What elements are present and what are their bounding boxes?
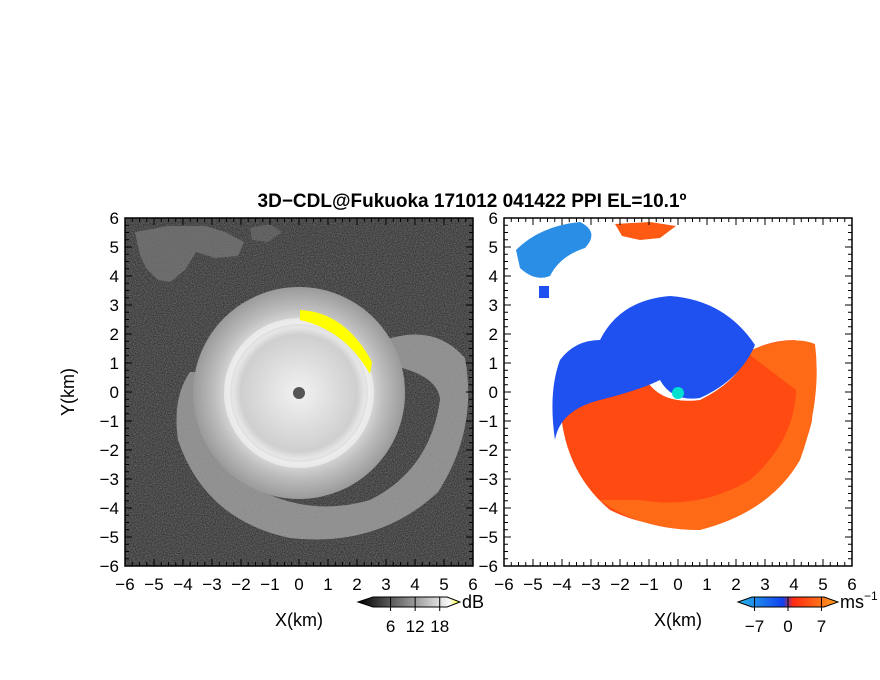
velocity-colorbar-unit: ms−1 [840, 589, 878, 612]
velocity-ytick-label: 5 [489, 238, 498, 257]
velocity-xtick-label: −6 [494, 575, 513, 594]
snr-ytick-label: 1 [110, 354, 119, 373]
velocity-ytick-label: −2 [479, 441, 498, 460]
velocity-xtick-label: 2 [731, 575, 740, 594]
snr-xtick-label: −2 [231, 575, 250, 594]
velocity-toward-speck [539, 286, 549, 298]
snr-xtick-label: −3 [202, 575, 221, 594]
velocity-ytick-label: −6 [479, 557, 498, 576]
snr-xtick-label: 4 [410, 575, 419, 594]
velocity-ytick-label: −4 [479, 499, 498, 518]
velocity-panel: −6 −5 −4 −3 −2 −1 0 1 2 3 4 5 6 6 5 4 3 2 1 0 −1 −2 −3 −4 −5 −6 X… [479, 209, 878, 636]
velocity-ticks: −6 −5 −4 −3 −2 −1 0 1 2 3 4 5 6 6 5 4 3 2 1 0 −1 −2 −3 −4 −5 −6 [479, 209, 857, 594]
snr-cloud-patch-small [250, 224, 282, 242]
snr-ytick-label: −4 [100, 499, 119, 518]
snr-ytick-label: 0 [110, 383, 119, 402]
velocity-ytick-label: −5 [479, 528, 498, 547]
snr-ytick-label: −2 [100, 441, 119, 460]
snr-xtick-label: 0 [294, 575, 303, 594]
velocity-toward-region [552, 296, 755, 440]
velocity-colorbar-tick-label: 7 [817, 617, 826, 636]
velocity-xtick-label: −4 [552, 575, 571, 594]
snr-ytick-label: −3 [100, 470, 119, 489]
snr-xtick-label: 1 [323, 575, 332, 594]
velocity-toward-far [516, 222, 592, 278]
velocity-xtick-label: 0 [673, 575, 682, 594]
snr-xtick-label: 3 [381, 575, 390, 594]
velocity-ytick-label: 4 [489, 267, 498, 286]
snr-ytick-label: −6 [100, 557, 119, 576]
snr-xtick-label: −5 [144, 575, 163, 594]
snr-center-dot [293, 387, 305, 399]
velocity-colorbar-tick-label: 0 [783, 617, 792, 636]
velocity-away-far [615, 222, 676, 240]
figure-title: 3D−CDL@Fukuoka 171012 041422 PPI EL=10.1… [258, 191, 687, 212]
velocity-ytick-label: −1 [479, 412, 498, 431]
velocity-ytick-label: 2 [489, 325, 498, 344]
snr-colorbar-tick-label: 12 [406, 617, 425, 636]
velocity-ytick-label: 6 [489, 209, 498, 228]
snr-xtick-label: 2 [352, 575, 361, 594]
snr-ytick-label: 3 [110, 296, 119, 315]
snr-echo-ring [224, 318, 374, 468]
snr-xtick-label: −6 [115, 575, 134, 594]
snr-ytick-label: 2 [110, 325, 119, 344]
snr-ytick-label: 6 [110, 209, 119, 228]
velocity-xtick-label: −3 [581, 575, 600, 594]
velocity-ytick-label: 0 [489, 383, 498, 402]
snr-colorbar-bar [356, 596, 462, 608]
velocity-colorbar-tick-label: −7 [745, 617, 764, 636]
snr-xlabel: X(km) [275, 610, 323, 630]
velocity-xtick-label: 1 [702, 575, 711, 594]
velocity-ytick-label: 3 [489, 296, 498, 315]
velocity-xtick-label: 6 [847, 575, 856, 594]
snr-xtick-label: −4 [173, 575, 192, 594]
snr-ylabel: Y(km) [58, 368, 78, 416]
velocity-xtick-label: 4 [789, 575, 798, 594]
velocity-xtick-label: 3 [760, 575, 769, 594]
snr-colorbar-tick-label: 18 [430, 617, 449, 636]
velocity-ytick-label: 1 [489, 354, 498, 373]
snr-colorbar: 6 12 18 dB [356, 592, 484, 636]
snr-colorbar-tick-label: 6 [386, 617, 395, 636]
velocity-colorbar: −7 0 7 ms−1 [736, 589, 878, 636]
velocity-away-outer [600, 340, 817, 530]
snr-ytick-label: 4 [110, 267, 119, 286]
velocity-center-dot [672, 387, 684, 399]
velocity-xtick-label: 5 [818, 575, 827, 594]
snr-colorbar-unit: dB [462, 592, 484, 612]
snr-xtick-label: −1 [260, 575, 279, 594]
snr-ytick-label: −1 [100, 412, 119, 431]
velocity-xtick-label: −1 [639, 575, 658, 594]
velocity-xtick-label: −5 [523, 575, 542, 594]
snr-ytick-label: −5 [100, 528, 119, 547]
snr-ytick-label: 5 [110, 238, 119, 257]
velocity-xtick-label: −2 [610, 575, 629, 594]
snr-ticks: −6 −5 −4 −3 −2 −1 0 1 2 3 4 5 6 6 5 4 3 2 1 0 −1 −2 −3 −4 −5 −6 [100, 209, 478, 594]
snr-yellow-arc [300, 310, 372, 374]
snr-xtick-label: 5 [439, 575, 448, 594]
snr-cloud-patch [135, 226, 244, 282]
snr-xtick-label: 6 [468, 575, 477, 594]
velocity-ytick-label: −3 [479, 470, 498, 489]
velocity-xlabel: X(km) [654, 610, 702, 630]
snr-outer-arc [176, 334, 469, 540]
